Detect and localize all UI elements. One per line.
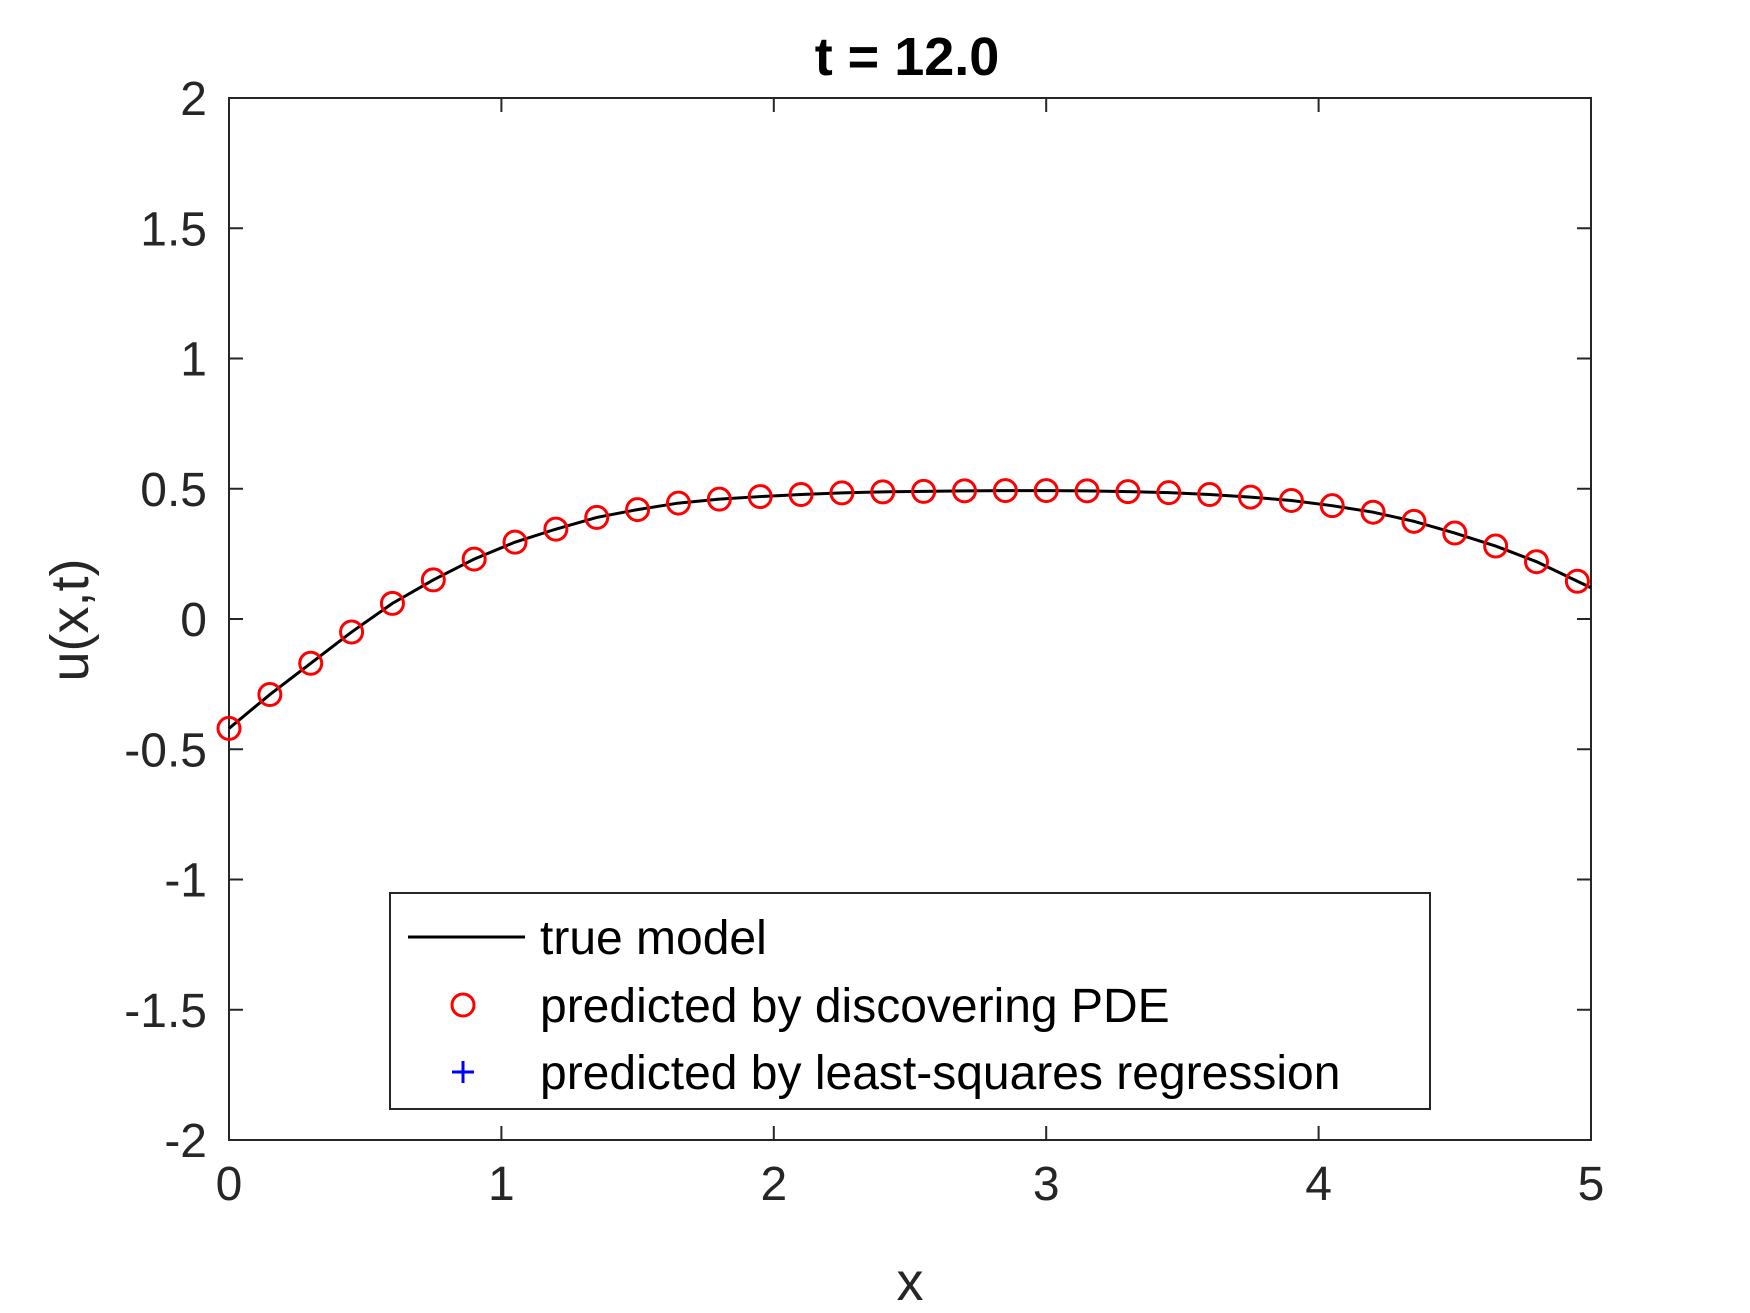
data-point-circle: [951, 478, 977, 504]
legend: true model predicted by discovering PDE pr…: [389, 892, 1431, 1110]
data-point-circle: [379, 590, 405, 616]
data-point-circle: [1401, 508, 1427, 534]
data-point-circle: [420, 567, 446, 593]
x-tick-label: 1: [488, 1158, 515, 1211]
legend-entry-label: predicted by discovering PDE: [540, 980, 1170, 1033]
data-point-circle: [502, 529, 528, 555]
y-tick-label: 0.5: [140, 464, 207, 517]
x-tick-label: 2: [760, 1158, 787, 1211]
data-point-circle: [1524, 549, 1550, 575]
x-tick-label: 5: [1578, 1158, 1605, 1211]
legend-entry-label: predicted by least-squares regression: [540, 1047, 1340, 1100]
y-axis: -2 -1.5 -1 -0.5 0 0.5 1 1.5 2: [124, 73, 1591, 1168]
data-point-circle: [298, 650, 324, 676]
y-tick-label: -1.5: [124, 985, 207, 1038]
data-point-circle: [992, 478, 1018, 504]
y-tick-label: 1: [180, 334, 207, 387]
data-point-circle: [1483, 533, 1509, 559]
x-axis: 0 1 2 3 4 5: [216, 98, 1605, 1211]
data-point-circle: [1442, 520, 1468, 546]
data-point-circle: [543, 516, 569, 542]
data-point-circle: [461, 546, 487, 572]
data-point-circle: [1074, 478, 1100, 504]
series-line-true-model: [228, 489, 1592, 730]
x-tick-label: 3: [1033, 1158, 1060, 1211]
data-point-circle: [1564, 568, 1590, 594]
data-point-circle: [1115, 479, 1141, 505]
data-point-circle: [706, 486, 732, 512]
plot-area: [216, 97, 1592, 1141]
y-axis-label: u(x,t): [40, 558, 100, 681]
data-point-circle: [1278, 487, 1304, 513]
x-tick-label: 0: [216, 1158, 243, 1211]
data-point-circle: [870, 479, 896, 505]
y-tick-label: -0.5: [124, 724, 207, 777]
data-point-circle: [788, 481, 814, 507]
data-point-circle: [1238, 484, 1263, 510]
data-point-circle: [1360, 499, 1386, 525]
x-axis-label: x: [897, 1252, 924, 1312]
data-point-circle: [625, 497, 651, 523]
data-point-circle: [665, 490, 691, 516]
data-point-circle: [747, 484, 773, 510]
y-tick-label: 1.5: [140, 203, 207, 256]
data-point-circle: [1033, 478, 1059, 504]
data-point-circle: [911, 478, 937, 504]
data-point-circle: [216, 715, 242, 741]
data-point-circle: [1156, 480, 1182, 506]
data-point-circle: [339, 619, 365, 645]
y-tick-label: 0: [180, 594, 207, 647]
legend-entry-label: true model: [540, 912, 767, 965]
y-tick-label: 2: [180, 73, 207, 126]
legend-box: [389, 892, 1431, 1110]
y-tick-label: -1: [164, 855, 207, 908]
data-point-circle: [584, 504, 610, 530]
legend-swatch-circle: [450, 992, 476, 1018]
y-tick-label: -2: [164, 1115, 207, 1168]
chart-title: t = 12.0: [815, 27, 1000, 87]
data-point-circle: [829, 480, 855, 506]
data-point-circle: [1197, 481, 1223, 507]
data-point-circle: [1319, 493, 1345, 519]
data-point-circle: [257, 682, 283, 708]
x-tick-label: 4: [1305, 1158, 1332, 1211]
